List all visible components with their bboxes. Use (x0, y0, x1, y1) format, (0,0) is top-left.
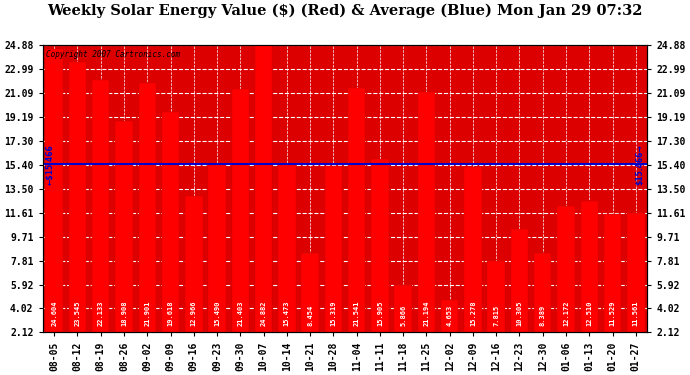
Bar (185, 196, 202, 332)
Bar (348, 88, 366, 332)
Bar (417, 92, 435, 332)
Bar (255, 45, 273, 332)
Text: 12.510: 12.510 (586, 301, 592, 326)
Text: 15.905: 15.905 (377, 301, 383, 326)
Text: 18.908: 18.908 (121, 301, 127, 326)
Text: 12.966: 12.966 (190, 301, 197, 326)
Text: 22.133: 22.133 (98, 301, 104, 326)
Text: 5.866: 5.866 (400, 305, 406, 326)
Text: 11.561: 11.561 (633, 301, 639, 326)
Text: 21.901: 21.901 (144, 301, 150, 326)
Bar (627, 213, 644, 332)
Text: 7.815: 7.815 (493, 305, 500, 326)
Text: 8.389: 8.389 (540, 305, 546, 326)
Text: 4.653: 4.653 (446, 305, 453, 326)
Text: 21.403: 21.403 (237, 301, 244, 326)
Bar (46, 49, 63, 332)
Bar (232, 89, 249, 332)
Bar (488, 261, 505, 332)
Bar (604, 214, 621, 332)
Bar (278, 164, 295, 332)
Bar (324, 166, 342, 332)
Bar (395, 285, 412, 332)
Bar (441, 300, 458, 332)
Text: 15.319: 15.319 (331, 301, 336, 326)
Bar (139, 83, 156, 332)
Bar (69, 62, 86, 332)
Text: 10.305: 10.305 (517, 301, 522, 326)
Bar (558, 206, 575, 332)
Text: Weekly Solar Energy Value ($) (Red) & Average (Blue) Mon Jan 29 07:32: Weekly Solar Energy Value ($) (Red) & Av… (47, 4, 643, 18)
Bar (92, 80, 110, 332)
Bar (208, 164, 226, 332)
Bar (371, 159, 388, 332)
Text: $15.466→: $15.466→ (635, 144, 644, 184)
Text: 23.545: 23.545 (75, 301, 81, 326)
Text: 21.194: 21.194 (424, 301, 429, 326)
Text: 11.529: 11.529 (609, 301, 615, 326)
Text: 21.541: 21.541 (354, 301, 359, 326)
Text: 19.618: 19.618 (168, 301, 173, 326)
Text: 24.882: 24.882 (261, 301, 266, 326)
Text: 12.172: 12.172 (563, 301, 569, 326)
Bar (464, 166, 482, 332)
Bar (511, 229, 529, 332)
Text: 15.278: 15.278 (470, 301, 476, 326)
Bar (580, 201, 598, 332)
Text: ←$15.466: ←$15.466 (46, 144, 55, 184)
Text: 15.490: 15.490 (214, 301, 220, 326)
Bar (161, 112, 179, 332)
Text: Copyright 2007 Cartronics.com: Copyright 2007 Cartronics.com (46, 50, 179, 59)
Text: 15.473: 15.473 (284, 301, 290, 326)
Bar (302, 253, 319, 332)
Text: 24.604: 24.604 (51, 301, 57, 326)
Text: 8.454: 8.454 (307, 305, 313, 326)
Bar (534, 254, 551, 332)
Bar (115, 121, 132, 332)
